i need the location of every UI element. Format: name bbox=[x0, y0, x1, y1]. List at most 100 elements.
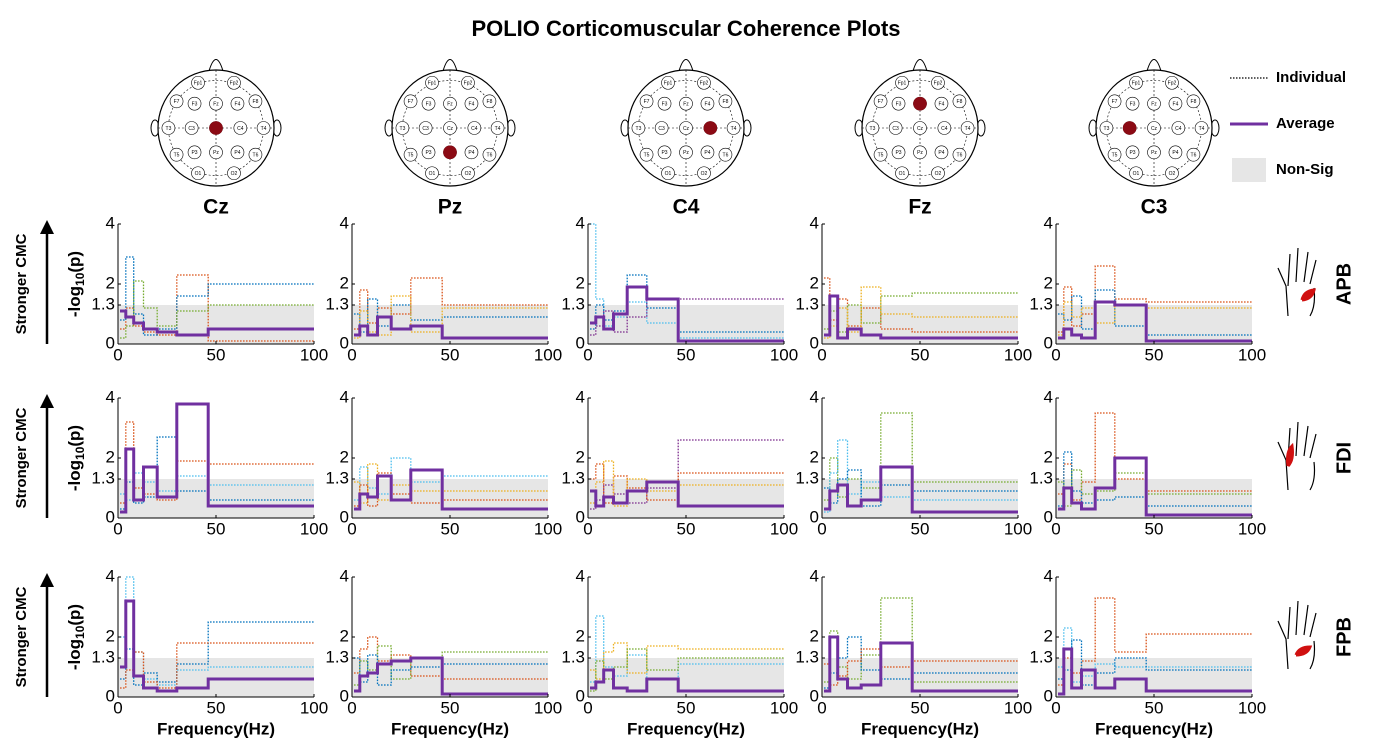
electrode-label: O2 bbox=[935, 171, 942, 177]
electrode bbox=[227, 166, 241, 181]
individual-line bbox=[354, 457, 548, 501]
average-line bbox=[824, 465, 1018, 514]
x-tick-label: 100 bbox=[770, 345, 798, 364]
average-line bbox=[824, 635, 1018, 693]
electrode bbox=[697, 75, 711, 90]
y-tick-label: 0 bbox=[106, 686, 115, 705]
x-tick-label: 0 bbox=[583, 698, 592, 717]
electrode-label: C4 bbox=[1175, 126, 1182, 132]
y-tick-label: 1.3 bbox=[1029, 468, 1053, 487]
y-tick-label: 0 bbox=[810, 686, 819, 705]
x-axis-label: Frequency(Hz) bbox=[157, 719, 275, 738]
electrode-label: F3 bbox=[426, 101, 432, 107]
electrode bbox=[679, 121, 693, 135]
electrode bbox=[865, 121, 880, 135]
electrode-label: F4 bbox=[1173, 101, 1179, 107]
electrode bbox=[248, 147, 263, 162]
y-tick-label: 1.3 bbox=[91, 468, 115, 487]
electrode-label: O2 bbox=[1169, 171, 1176, 177]
electrode-label: T3 bbox=[1104, 126, 1110, 132]
electrode bbox=[490, 121, 505, 135]
individual-line bbox=[120, 256, 314, 336]
average-line bbox=[824, 294, 1018, 340]
electrode-label: P4 bbox=[938, 150, 944, 156]
y-tick-label: 4 bbox=[810, 387, 819, 406]
electrode bbox=[443, 96, 457, 111]
individual-line bbox=[120, 280, 314, 339]
y-tick-label: 4 bbox=[340, 213, 349, 232]
individual-line bbox=[590, 460, 784, 507]
arrow-head bbox=[40, 220, 54, 234]
electrode-label: F3 bbox=[662, 101, 668, 107]
legend-label: Individual bbox=[1276, 69, 1346, 86]
electrode-label: P4 bbox=[1172, 150, 1178, 156]
x-tick-label: 50 bbox=[1145, 345, 1164, 364]
individual-line bbox=[1058, 412, 1252, 501]
individual-line bbox=[590, 642, 784, 680]
x-axis-label: Frequency(Hz) bbox=[1095, 719, 1213, 738]
y-tick-label: 1.3 bbox=[91, 294, 115, 313]
electrode-label: Fp1 bbox=[194, 81, 203, 87]
electrode-label: Fp2 bbox=[1168, 81, 1177, 87]
electrode-label: C4 bbox=[941, 126, 948, 132]
x-tick-label: 50 bbox=[441, 519, 460, 538]
eeg-head: Fp1Fp2F7F3FzF4F8T3C3CzC4T4T5P3PzP4T6O1O2 bbox=[620, 59, 752, 187]
electrode bbox=[464, 96, 479, 111]
x-tick-label: 100 bbox=[534, 698, 562, 717]
electrode-label: T5 bbox=[408, 153, 414, 159]
individual-line bbox=[120, 421, 314, 504]
electrode bbox=[891, 145, 906, 160]
y-tick-label: 2 bbox=[340, 273, 349, 292]
electrode bbox=[952, 94, 967, 109]
nose bbox=[678, 59, 694, 72]
electrode bbox=[169, 147, 184, 162]
average-line bbox=[1058, 300, 1252, 343]
electrode bbox=[931, 75, 945, 90]
electrode bbox=[191, 75, 205, 90]
individual-line bbox=[120, 274, 314, 342]
electrode-label: T3 bbox=[400, 126, 406, 132]
individual-line bbox=[590, 648, 784, 692]
nose bbox=[1146, 59, 1162, 72]
electrode-highlight bbox=[703, 121, 718, 135]
electrode-label: Fz bbox=[683, 101, 689, 107]
y-tick-label: 4 bbox=[576, 566, 585, 585]
column-title: C3 bbox=[1141, 196, 1168, 219]
x-tick-label: 0 bbox=[347, 698, 356, 717]
electrode bbox=[873, 147, 888, 162]
electrode-label: F8 bbox=[487, 99, 493, 105]
y-tick-label: 0 bbox=[576, 507, 585, 526]
nose bbox=[912, 59, 928, 72]
electrode-label: T3 bbox=[166, 126, 172, 132]
y-tick-label: 2 bbox=[810, 447, 819, 466]
electrode bbox=[184, 121, 199, 135]
electrode-label: F7 bbox=[1112, 99, 1118, 105]
electrode-label: O2 bbox=[701, 171, 708, 177]
electrode-label: C4 bbox=[471, 126, 478, 132]
x-tick-label: 0 bbox=[347, 519, 356, 538]
y-tick-label: 0 bbox=[810, 507, 819, 526]
electrode bbox=[631, 121, 646, 135]
electrode bbox=[1165, 75, 1179, 90]
electrode bbox=[873, 94, 888, 109]
electrode bbox=[227, 75, 241, 90]
electrode bbox=[403, 94, 418, 109]
y-tick-label: 1.3 bbox=[795, 294, 819, 313]
y-axis-label-sub: 10 bbox=[73, 272, 87, 286]
electrode-label: F3 bbox=[192, 101, 198, 107]
legend-label: Non-Sig bbox=[1276, 161, 1334, 178]
electrode bbox=[1168, 96, 1183, 111]
y-tick-label: 4 bbox=[106, 213, 115, 232]
electrode bbox=[1129, 166, 1143, 181]
electrode bbox=[913, 121, 927, 135]
x-tick-label: 0 bbox=[817, 519, 826, 538]
average-line bbox=[1058, 456, 1252, 517]
electrode bbox=[960, 121, 975, 135]
electrode-label: F7 bbox=[644, 99, 650, 105]
electrode bbox=[661, 166, 675, 181]
average-line bbox=[590, 285, 784, 343]
electrode-label: Cz bbox=[683, 126, 690, 132]
electrode-label: F8 bbox=[957, 99, 963, 105]
individual-line bbox=[590, 463, 784, 504]
electrode bbox=[697, 166, 711, 181]
